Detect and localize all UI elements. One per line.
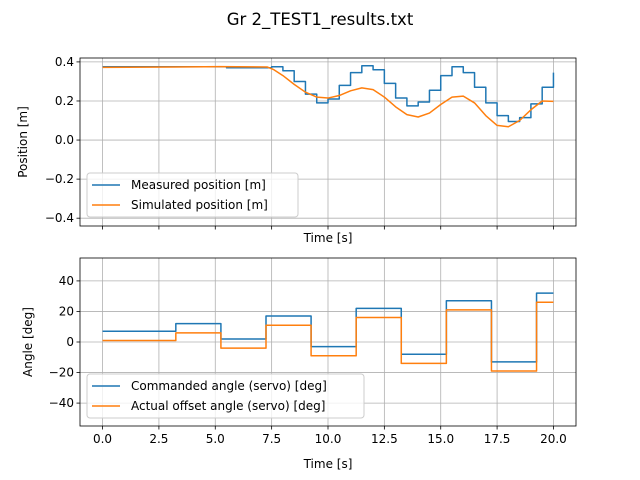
x-tick-label: 17.5 [484,432,511,446]
legend-label-simulated-position: Simulated position [m] [131,198,268,212]
x-tick-label: 10.0 [315,432,342,446]
x-tick-label: 12.5 [371,432,398,446]
x-tick-label: 7.5 [262,432,281,446]
y-tick-label: 40 [59,274,74,288]
y-tick-label: −40 [49,396,74,410]
x-tick-label: 15.0 [427,432,454,446]
figure-title: Gr 2_TEST1_results.txt [227,10,414,30]
y-tick-label: −0.4 [45,211,74,225]
y-tick-label: 0.2 [55,94,74,108]
position-axes: −0.4−0.20.00.20.4 Time [s] Position [m] … [16,55,577,245]
series-line-simulated-position-m [102,65,554,128]
position-y-axis-label: Position [m] [16,106,30,178]
position-x-axis-label: Time [s] [303,231,353,245]
x-tick-label: 20.0 [540,432,567,446]
legend-label-actual-angle: Actual offset angle (servo) [deg] [131,399,325,413]
y-tick-label: 0.0 [55,133,74,147]
x-tick-label: 5.0 [206,432,225,446]
y-tick-label: 20 [59,304,74,318]
x-tick-label: 0.0 [93,432,112,446]
series-line-measured-position-m [102,65,555,123]
angle-axes: 0.0 2.5 5.0 7.5 10.0 12.5 15.0 17.5 20.0 −40 −20 0 2… [21,257,577,471]
position-legend: Measured position [m] Simulated position… [86,172,299,218]
angle-legend-box [86,373,365,419]
angle-y-axis-label: Angle [deg] [21,307,35,377]
series-line-actual-offset-angle-servo-deg [102,301,554,372]
position-legend-box [86,172,299,218]
y-tick-label: −20 [49,366,74,380]
y-tick-label: −0.2 [45,172,74,186]
y-tick-label: 0 [66,335,74,349]
angle-legend: Commanded angle (servo) [deg] Actual off… [86,373,365,419]
legend-label-measured-position: Measured position [m] [131,178,266,192]
angle-x-axis-label: Time [s] [303,457,353,471]
x-tick-label: 2.5 [149,432,168,446]
y-tick-label: 0.4 [55,55,74,69]
legend-label-commanded-angle: Commanded angle (servo) [deg] [131,379,327,393]
